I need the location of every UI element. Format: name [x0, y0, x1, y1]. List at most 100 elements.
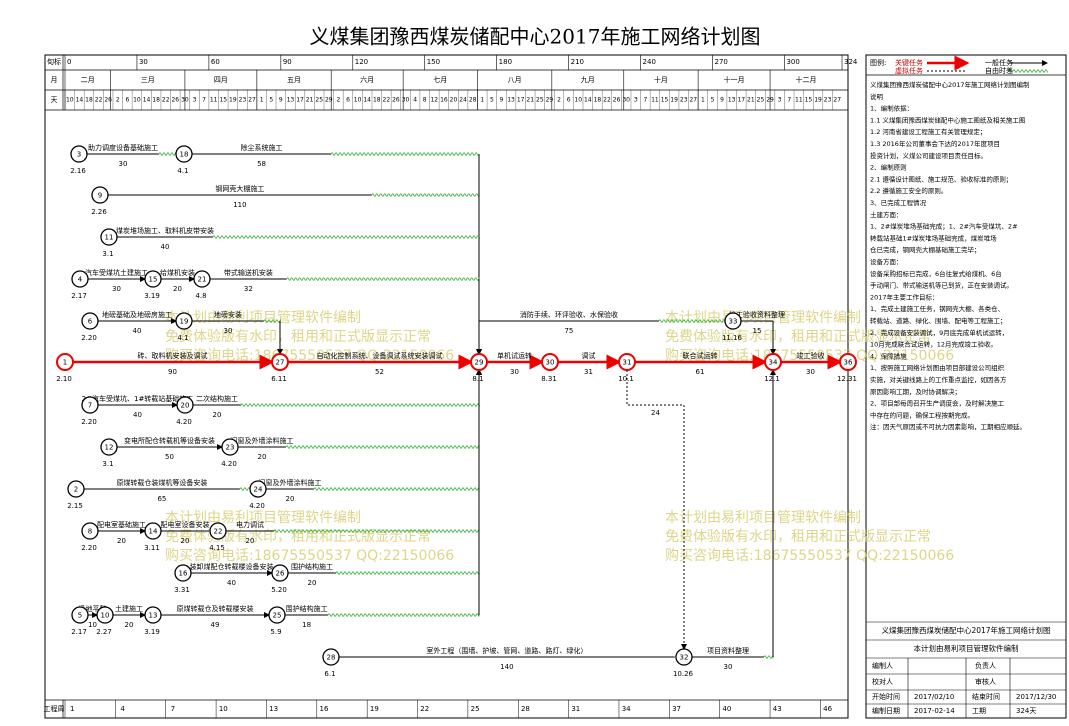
week-label: 4 — [120, 705, 125, 713]
day-label: 25 — [315, 97, 323, 104]
day-label: 13 — [728, 97, 736, 104]
node-date: 2.20 — [81, 418, 97, 426]
day-label: 30 — [181, 97, 189, 104]
day-label: 21 — [747, 97, 755, 104]
edge-duration: 20 — [173, 285, 182, 293]
node-date: 8.1 — [472, 375, 483, 383]
month-label: 二月 — [81, 76, 95, 84]
watermark: 免费体验版有水印，租用和正式版显示正常 — [165, 529, 431, 545]
node — [268, 606, 286, 624]
tick-label: 324 — [844, 58, 858, 66]
edge-duration: 65 — [157, 495, 166, 503]
node-id: 24 — [254, 486, 263, 494]
free-float — [212, 235, 480, 239]
edge-label: 汽车受煤坑土建施工 — [85, 268, 148, 277]
day-label: 25 — [536, 97, 544, 104]
day-label: 9 — [279, 97, 283, 104]
note-line: 说明 — [870, 92, 884, 101]
footer-subtitle: 本计划由易利项目管理软件编制 — [914, 643, 1019, 653]
edge-duration: 40 — [161, 243, 170, 251]
tick-label: 210 — [571, 58, 584, 66]
free-float — [285, 445, 480, 449]
node-date: 11.16 — [722, 334, 743, 342]
node — [144, 606, 162, 624]
month-label: 五月 — [287, 76, 301, 84]
node — [71, 606, 89, 624]
legend-item: 关键任务 — [895, 58, 923, 67]
day-label: 23 — [680, 97, 688, 104]
edge-label: 原煤转载仓及转载楼安装 — [177, 604, 254, 613]
node-date: 12.31 — [837, 375, 857, 383]
row-label: 天 — [51, 96, 58, 104]
week-label: 37 — [672, 705, 681, 713]
footer-cell: 2017-02-14 — [914, 707, 955, 715]
edge-label: 给煤机安装 — [160, 268, 195, 277]
edge-duration: 20 — [308, 579, 317, 587]
day-label: 28 — [469, 97, 477, 104]
node — [100, 228, 118, 246]
note-line: 1.3 2016年公司董事会下达的2017年度项目 — [870, 139, 1000, 148]
day-label: 16 — [440, 97, 448, 104]
node-id: 3 — [77, 151, 81, 159]
legend-item: 虚拟任务 — [895, 66, 923, 75]
node-id: 20 — [181, 402, 190, 410]
free-float — [327, 613, 480, 617]
node — [209, 522, 227, 540]
node — [144, 522, 162, 540]
week-label: 10 — [219, 705, 228, 713]
watermark: 购买咨询电话:18675550537 QQ:22150066 — [165, 548, 454, 564]
edge-label: 土建施工 — [115, 604, 143, 613]
node — [81, 312, 99, 330]
node — [322, 648, 340, 666]
week-label: 46 — [823, 705, 832, 713]
node — [81, 522, 99, 540]
node-id: 11 — [105, 234, 114, 242]
month-label: 七月 — [433, 75, 447, 84]
edge-duration: 30 — [510, 368, 519, 376]
day-label: 7 — [787, 97, 791, 104]
node-date: 4.1 — [177, 167, 188, 175]
month-label: 十二月 — [796, 75, 817, 84]
month-label: 八月 — [508, 76, 522, 84]
day-label: 25 — [757, 97, 765, 104]
note-line: 设备方面： — [870, 257, 903, 266]
node — [96, 606, 114, 624]
edge-label: 联合试运转 — [683, 351, 718, 360]
note-line: 2.2 遵循施工安全的原则。 — [870, 186, 947, 195]
node-date: 4.1 — [177, 334, 188, 342]
week-label: 22 — [420, 705, 429, 713]
free-float — [1008, 69, 1048, 73]
node-date: 10.26 — [673, 670, 694, 678]
node — [144, 270, 162, 288]
footer-cell: 编制日期 — [872, 706, 900, 715]
footer-cell: 工期 — [972, 707, 986, 715]
watermark: 本计划由易利项目管理软件编制 — [665, 510, 861, 526]
node — [249, 480, 267, 498]
edge-duration: 20 — [181, 537, 190, 545]
node — [764, 353, 782, 371]
day-label: 23 — [824, 97, 832, 104]
footer-cell: 2017/12/30 — [1016, 693, 1056, 701]
day-label: 19 — [229, 97, 237, 104]
edge-duration: 61 — [696, 368, 705, 376]
note-line: 注：因天气原因或不可抗力因素影响，工期相应顺延。 — [870, 422, 1026, 431]
tick-label: 300 — [786, 58, 799, 66]
edge-label: 砖、取料机安装及调试 — [138, 351, 208, 360]
edge-label: 配电室基础施工 — [97, 520, 146, 529]
day-label: 14 — [363, 97, 371, 104]
edge-label: 带式输送机安装 — [224, 268, 273, 277]
week-label: 16 — [320, 705, 329, 713]
node-date: 12.1 — [764, 375, 780, 383]
day-label: 21 — [526, 97, 534, 104]
free-float — [273, 529, 480, 533]
edge-duration: 52 — [375, 368, 384, 376]
day-label: 18 — [373, 97, 381, 104]
edge-duration: 20 — [213, 411, 222, 419]
edge-label: 煤炭堆场施工、取料机皮带安装 — [116, 226, 214, 235]
node — [271, 564, 289, 582]
day-label: 13 — [287, 97, 295, 104]
footer-cell: 校对人 — [872, 677, 893, 686]
note-line: 土建方面： — [870, 210, 903, 219]
node-id: 34 — [769, 359, 778, 367]
day-label: 18 — [594, 97, 602, 104]
